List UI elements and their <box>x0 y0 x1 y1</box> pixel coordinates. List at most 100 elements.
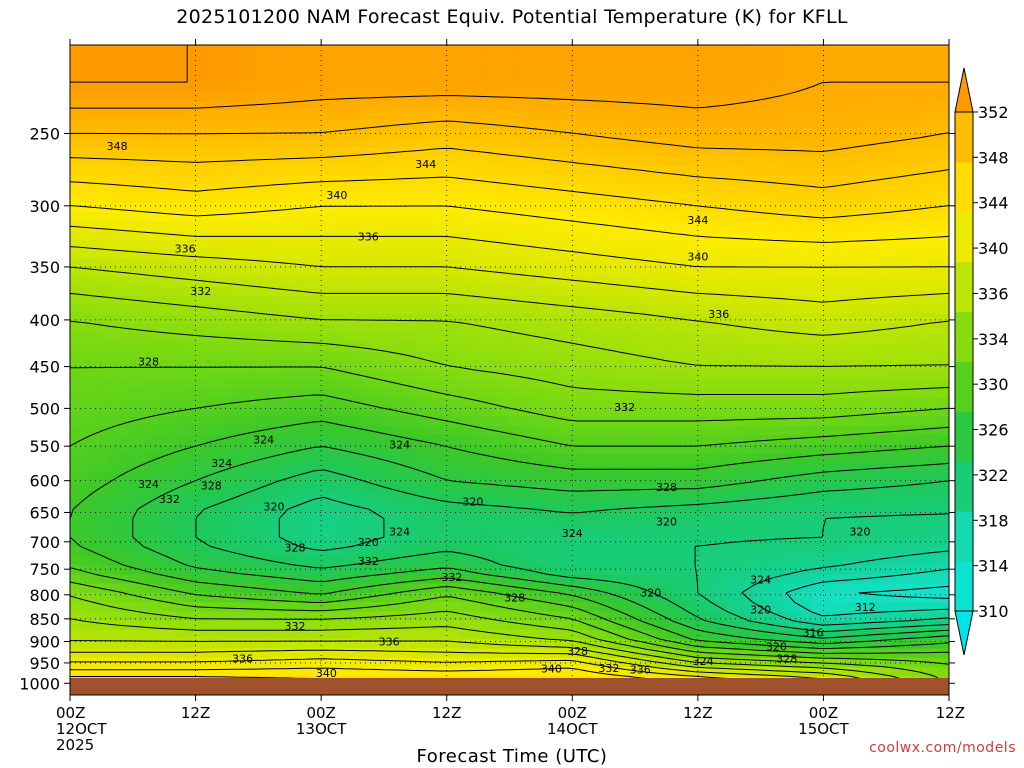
field-cell <box>216 175 227 185</box>
field-cell <box>70 277 81 288</box>
field-cell <box>636 332 647 343</box>
field-cell <box>79 54 91 65</box>
field-cell <box>372 119 384 130</box>
field-cell <box>577 258 589 269</box>
field-cell <box>802 119 813 130</box>
field-cell <box>880 286 891 297</box>
field-cell <box>939 230 949 241</box>
field-cell <box>265 305 276 315</box>
field-cell <box>909 370 921 380</box>
field-cell <box>646 91 657 102</box>
field-cell <box>480 193 491 204</box>
field-cell <box>187 472 198 483</box>
field-cell <box>861 407 872 418</box>
field-cell <box>939 267 949 278</box>
field-cell <box>558 91 569 102</box>
field-cell <box>919 240 931 250</box>
field-cell <box>587 193 598 204</box>
field-cell <box>187 518 198 529</box>
field-cell <box>880 267 891 278</box>
field-cell <box>890 184 901 195</box>
field-cell <box>89 509 100 520</box>
field-cell <box>275 119 286 130</box>
field-cell <box>743 193 755 204</box>
field-cell <box>138 332 149 343</box>
field-cell <box>255 258 266 269</box>
field-cell <box>138 370 149 380</box>
field-cell <box>597 221 608 232</box>
field-cell <box>499 295 511 306</box>
field-cell <box>450 360 462 371</box>
field-cell <box>480 518 491 529</box>
field-cell <box>782 481 794 492</box>
field-cell <box>304 342 315 353</box>
field-cell <box>802 527 813 538</box>
field-cell <box>763 110 774 120</box>
field-cell <box>529 119 540 130</box>
field-cell <box>421 258 432 269</box>
field-cell <box>363 119 374 130</box>
field-cell <box>558 258 569 269</box>
field-cell <box>734 444 745 455</box>
field-cell <box>245 407 257 418</box>
field-cell <box>70 397 81 408</box>
field-cell <box>157 295 169 306</box>
field-cell <box>841 258 852 269</box>
field-cell <box>167 453 179 464</box>
field-cell <box>489 397 501 408</box>
field-cell <box>450 407 462 418</box>
field-cell <box>636 500 647 510</box>
field-cell <box>353 165 364 176</box>
field-cell <box>177 119 188 130</box>
field-cell <box>685 509 696 520</box>
field-cell <box>226 193 237 204</box>
field-cell <box>255 119 266 130</box>
field-cell <box>880 351 891 362</box>
field-cell <box>382 379 393 390</box>
field-cell <box>226 72 237 83</box>
field-cell <box>880 277 891 288</box>
field-cell <box>255 295 266 306</box>
field-cell <box>294 202 305 213</box>
field-cell <box>89 388 100 399</box>
field-cell <box>304 527 315 538</box>
field-cell <box>616 397 628 408</box>
field-cell <box>177 323 188 334</box>
field-cell <box>79 91 91 102</box>
field-cell <box>822 249 833 260</box>
field-cell <box>587 444 598 455</box>
field-cell <box>870 407 882 418</box>
field-cell <box>753 295 765 306</box>
field-cell <box>157 193 169 204</box>
field-cell <box>284 91 296 102</box>
field-cell <box>597 323 608 334</box>
field-cell <box>441 323 452 334</box>
field-cell <box>402 240 413 250</box>
field-cell <box>714 435 725 445</box>
field-cell <box>548 332 559 343</box>
field-cell <box>99 314 110 325</box>
field-cell <box>773 472 784 483</box>
field-cell <box>587 72 598 83</box>
field-cell <box>70 509 81 520</box>
field-cell <box>597 537 608 548</box>
field-cell <box>314 175 325 185</box>
field-cell <box>470 54 481 65</box>
field-cell <box>841 193 852 204</box>
field-cell <box>128 147 139 158</box>
field-cell <box>607 527 618 538</box>
field-cell <box>177 453 188 464</box>
field-cell <box>470 481 481 492</box>
field-cell <box>704 305 716 315</box>
field-cell <box>558 184 569 195</box>
field-cell <box>675 165 686 176</box>
field-cell <box>470 397 481 408</box>
field-cell <box>509 230 520 241</box>
field-cell <box>792 267 804 278</box>
field-cell <box>685 527 696 538</box>
field-cell <box>548 305 559 315</box>
field-cell <box>314 147 325 158</box>
field-cell <box>441 351 452 362</box>
chart-title: 2025101200 NAM Forecast Equiv. Potential… <box>176 6 848 28</box>
field-cell <box>919 91 931 102</box>
